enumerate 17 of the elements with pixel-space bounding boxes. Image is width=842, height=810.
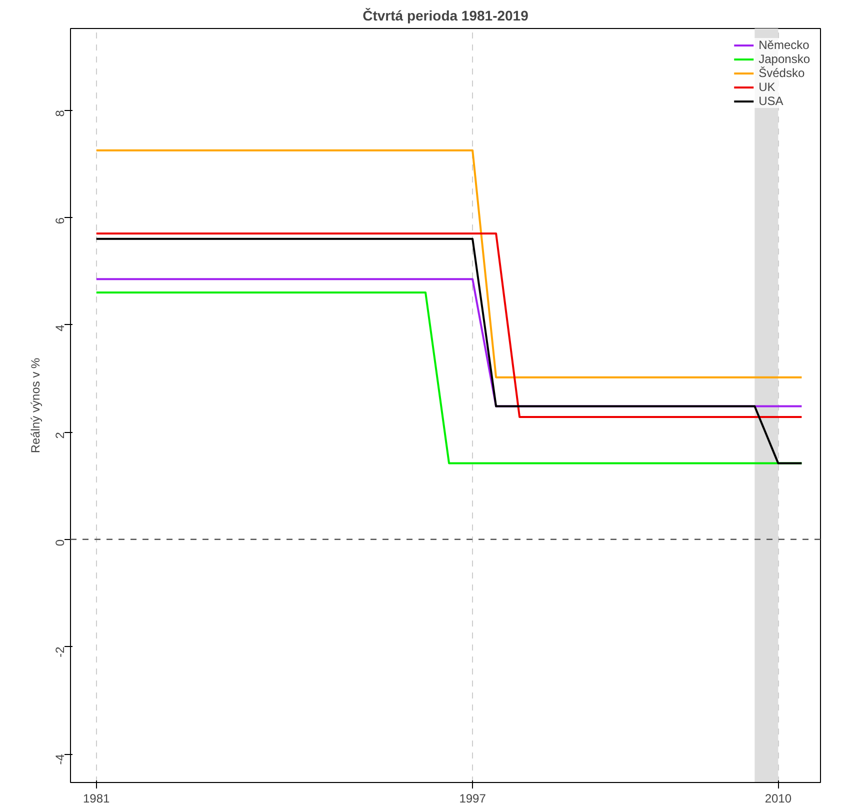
legend-label: USA (758, 94, 784, 108)
y-axis-title: Reálný výnos v % (28, 357, 42, 454)
y-tick-label: 4 (53, 324, 67, 332)
legend-label: Německo (758, 38, 810, 52)
y-tick-label: 2 (53, 432, 67, 439)
y-tick-label: -4 (53, 754, 67, 765)
legend-label: Japonsko (758, 52, 810, 66)
y-tick-label: 8 (53, 110, 67, 117)
legend-label: Švédsko (758, 66, 805, 80)
legend-label: UK (758, 80, 776, 94)
x-tick-label: 1981 (83, 792, 110, 806)
y-tick-label: -2 (53, 646, 67, 658)
y-tick-label: 0 (53, 539, 67, 546)
x-tick-label: 1997 (459, 792, 486, 806)
y-tick-label: 6 (53, 217, 67, 224)
x-tick-label: 2010 (764, 792, 792, 806)
chart-title: Čtvrtá perioda 1981-2019 (362, 8, 529, 24)
